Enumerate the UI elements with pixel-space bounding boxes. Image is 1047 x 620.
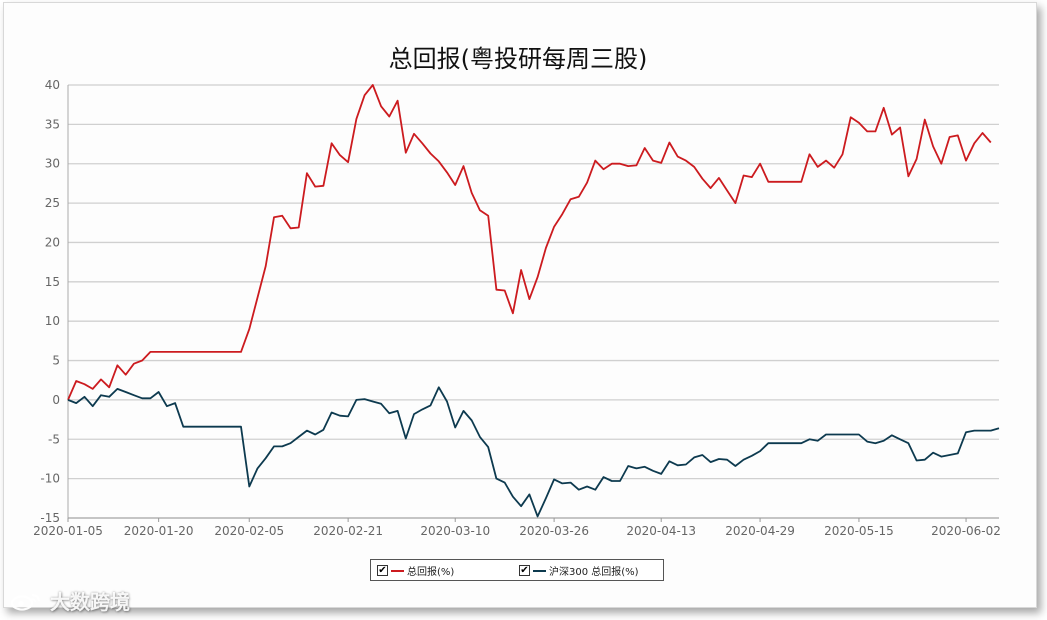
- grid-lines: [68, 84, 999, 519]
- line-chart: 总回报(粤投研每周三股) -15 -10 -5 0 5 10 15 20 25 30 35 40 20…: [33, 45, 1001, 538]
- y-tick-label: 25: [45, 196, 60, 210]
- y-tick-label: 40: [45, 78, 60, 92]
- y-tick-label: 10: [45, 314, 60, 328]
- x-tick-label: 2020-02-05: [214, 524, 284, 538]
- y-tick-label: 15: [45, 275, 60, 289]
- x-tick-label: 2020-01-20: [124, 524, 194, 538]
- y-tick-label: 20: [45, 235, 60, 249]
- series-line-csi300: [67, 386, 1000, 518]
- watermark: 大数跨境: [10, 586, 130, 615]
- y-tick-label: 0: [52, 393, 60, 407]
- axes: [67, 85, 999, 519]
- y-axis-ticks: -15 -10 -5 0 5 10 15 20 25 30 35 40: [40, 78, 60, 525]
- legend-label-total-return: 总回报(%): [407, 567, 455, 578]
- series-lines: [67, 84, 1000, 518]
- y-tick-label: -15: [40, 511, 60, 525]
- legend-swatch-red: [391, 569, 404, 572]
- watermark-text: 大数跨境: [50, 590, 130, 614]
- x-tick-label: 2020-06-02: [931, 524, 1001, 538]
- x-tick-label: 2020-05-15: [824, 524, 894, 538]
- legend-swatch-navy: [533, 569, 546, 572]
- y-tick-label: -5: [48, 432, 60, 446]
- legend-label-csi300: 沪深300 总回报(%): [549, 567, 639, 578]
- x-axis-ticks: 2020-01-05 2020-01-20 2020-02-05 2020-02-21…: [33, 518, 1001, 538]
- y-tick-label: 30: [45, 157, 60, 171]
- y-tick-label: -10: [40, 472, 60, 486]
- legend: ✔ 总回报(%) ✔ 沪深300 总回报(%): [370, 559, 664, 581]
- checkbox-icon[interactable]: ✔: [519, 565, 530, 576]
- y-tick-label: 5: [52, 354, 60, 368]
- legend-item-csi300[interactable]: ✔ 沪深300 总回报(%): [519, 563, 639, 578]
- x-tick-label: 2020-03-10: [420, 524, 490, 538]
- chart-frame: 总回报(粤投研每周三股) -15 -10 -5 0 5 10 15 20 25 30 35 40 20…: [3, 2, 1037, 608]
- legend-item-total-return[interactable]: ✔ 总回报(%): [377, 563, 454, 578]
- checkbox-icon[interactable]: ✔: [377, 565, 388, 576]
- weibo-logo-icon: [10, 593, 40, 611]
- x-tick-label: 2020-02-21: [313, 524, 383, 538]
- series-line-total-return: [67, 84, 992, 401]
- x-tick-label: 2020-04-29: [725, 524, 795, 538]
- chart-title: 总回报(粤投研每周三股): [389, 45, 648, 73]
- y-tick-label: 35: [45, 117, 60, 131]
- x-tick-label: 2020-01-05: [33, 524, 103, 538]
- x-tick-label: 2020-04-13: [626, 524, 696, 538]
- x-tick-label: 2020-03-26: [519, 524, 589, 538]
